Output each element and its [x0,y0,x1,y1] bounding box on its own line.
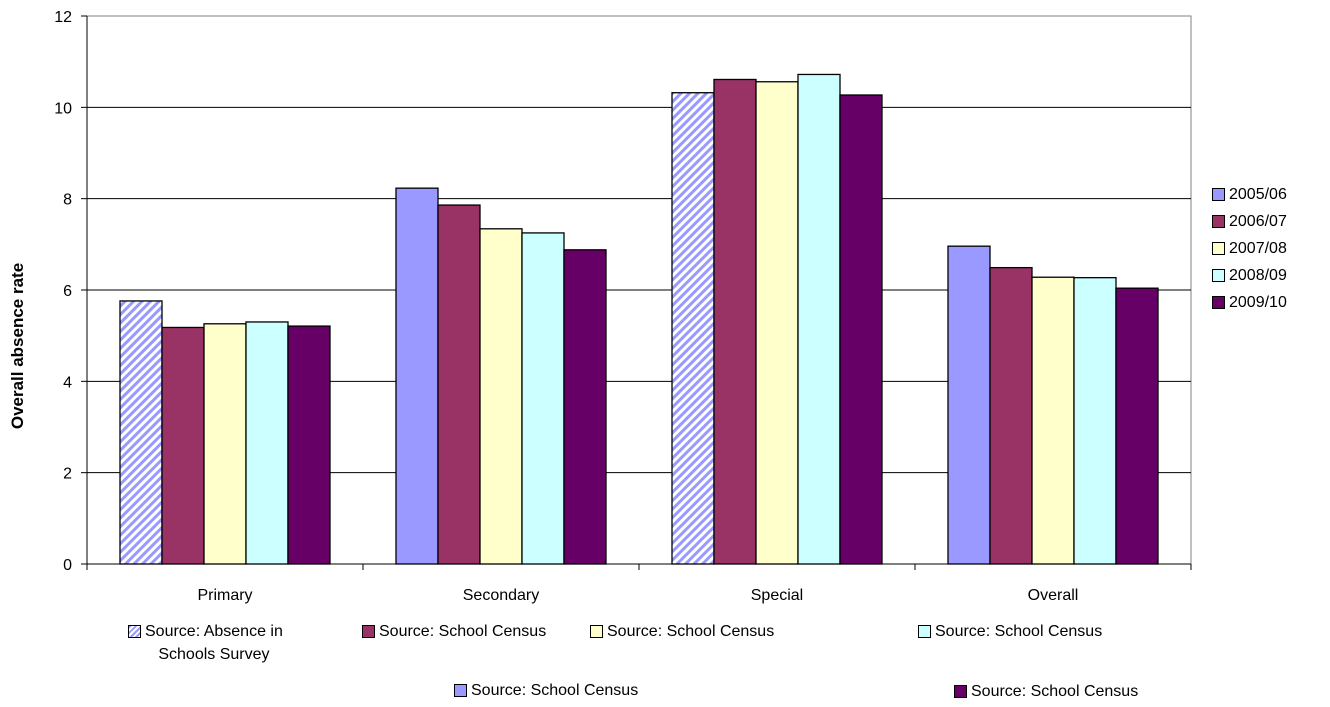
bar-special-2008-09 [797,73,841,565]
source-swatch-hatched [128,625,141,638]
bar-special-2006-07 [713,78,757,565]
bar-secondary-2008-09 [521,232,565,565]
bar-overall-2006-07 [989,266,1033,565]
bar-secondary-2006-07 [437,204,481,565]
bar-primary-2006-07 [161,326,205,565]
legend-label: 2008/09 [1229,266,1287,284]
source-note-text: Source: School Census [935,623,1103,640]
source-note-2008-09: Source: School Census [918,620,1102,643]
legend-item-2008-09: 2008/09 [1212,262,1287,289]
legend-item-2006-07: 2006/07 [1212,208,1287,235]
legend-swatch [1212,269,1225,282]
bars [119,73,1159,565]
legend-swatch [1212,188,1225,201]
legend-swatch [1212,296,1225,309]
x-tick-label: Primary [197,587,252,604]
bar-special-2005-06 [671,92,715,565]
legend-label: 2005/06 [1229,185,1287,203]
y-tick-label: 10 [54,100,72,117]
y-tick-labels: 0 2 4 6 8 10 12 [54,9,72,574]
bar-secondary-2005-06 [395,187,439,565]
legend-label: 2006/07 [1229,212,1287,230]
bar-primary-2009-10 [287,325,331,565]
y-tick-label: 0 [63,557,72,574]
y-tick-label: 8 [63,192,72,209]
source-note-line-2: Schools Survey [158,646,270,663]
y-tick-label: 4 [63,374,72,391]
bar-overall-2007-08 [1031,276,1075,565]
legend-swatch [1212,215,1225,228]
axes [81,15,1192,570]
x-tick-labels: Primary Secondary Special Overall [197,587,1078,604]
bar-primary-2007-08 [203,323,247,565]
bar-primary-2008-09 [245,321,289,565]
bar-secondary-2007-08 [479,228,523,565]
legend-label: 2009/10 [1229,293,1287,311]
source-note-2005-06: Source: School Census [454,679,638,702]
bar-special-2007-08 [755,81,799,565]
bar-overall-2005-06 [947,245,991,565]
x-tick-label: Overall [1028,587,1079,604]
source-swatch [954,685,967,698]
source-swatch [362,625,375,638]
source-swatch [918,625,931,638]
legend-label: 2007/08 [1229,239,1287,257]
source-note-text: Source: School Census [471,682,639,699]
source-swatch [454,684,467,697]
source-note-text: Source: School Census [379,623,547,640]
y-tick-label: 6 [63,283,72,300]
source-note-2009-10: Source: School Census [954,680,1138,703]
legend-swatch [1212,242,1225,255]
source-swatch [590,625,603,638]
legend: 2005/06 2006/07 2007/08 2008/09 2009/10 [1212,181,1287,316]
source-note-text: Source: School Census [607,623,775,640]
legend-item-2005-06: 2005/06 [1212,181,1287,208]
bar-overall-2009-10 [1115,287,1159,565]
source-note-text: Source: School Census [971,683,1139,700]
legend-item-2007-08: 2007/08 [1212,235,1287,262]
bar-overall-2008-09 [1073,277,1117,565]
source-note-absence-survey: Source: Absence in Schools Survey [128,620,283,666]
y-axis-title: Overall absence rate [8,263,27,429]
bar-primary-2005-06 [119,300,163,565]
y-tick-label: 12 [54,9,72,26]
bar-special-2009-10 [839,94,883,565]
y-tick-label: 2 [63,466,72,483]
source-note-2007-08: Source: School Census [590,620,774,643]
source-note-text: Source: Absence in Schools Survey [145,620,283,666]
source-note-2006-07: Source: School Census [362,620,546,643]
x-tick-label: Special [751,587,803,604]
source-note-line-1: Source: Absence in [145,623,283,640]
bar-secondary-2009-10 [563,249,607,565]
x-tick-label: Secondary [463,587,540,604]
legend-item-2009-10: 2009/10 [1212,289,1287,316]
